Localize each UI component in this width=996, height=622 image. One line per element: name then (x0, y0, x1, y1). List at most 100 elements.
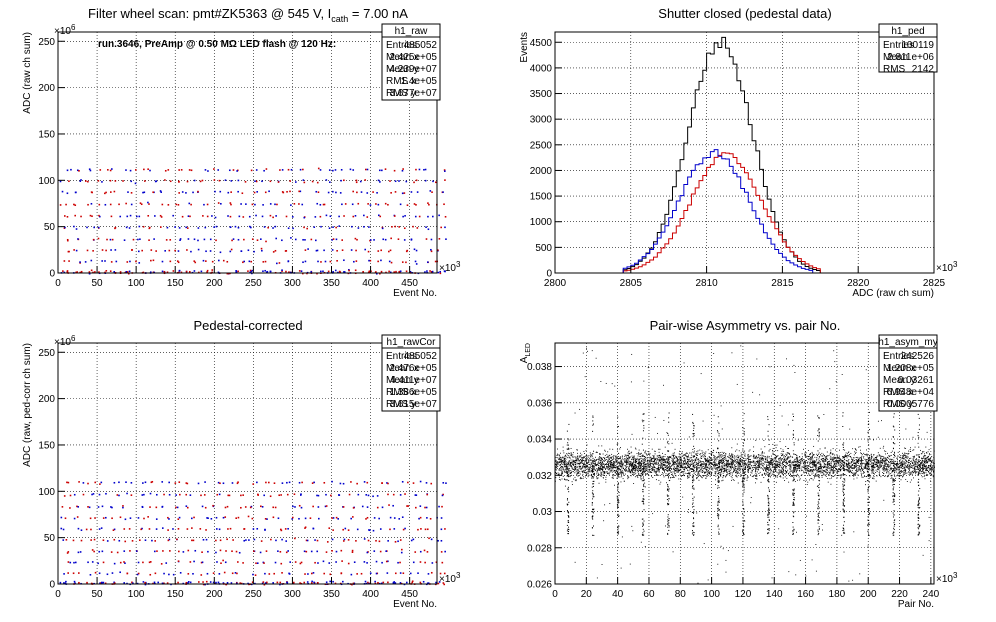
data-point (929, 464, 931, 466)
data-point (597, 477, 599, 479)
data-point (439, 270, 442, 273)
data-point (852, 460, 854, 462)
data-point (754, 474, 756, 476)
data-point (784, 459, 786, 461)
data-point (760, 481, 762, 483)
data-point (781, 469, 783, 471)
data-point (375, 572, 378, 575)
data-point (119, 571, 121, 574)
data-point (785, 456, 787, 458)
data-point (904, 455, 906, 457)
data-point (570, 465, 572, 467)
data-point (904, 457, 906, 459)
data-point (263, 583, 266, 586)
data-point (834, 462, 836, 464)
data-point (576, 458, 578, 460)
data-point (280, 562, 283, 565)
stats-row-value: 4.239e+07 (389, 64, 437, 75)
data-point (420, 528, 422, 530)
data-point (715, 468, 717, 470)
data-point (424, 271, 426, 273)
data-point (579, 478, 581, 480)
data-point (726, 469, 728, 471)
data-point (638, 467, 639, 469)
data-point (866, 467, 868, 469)
data-point (818, 471, 820, 473)
data-point (417, 572, 419, 574)
data-point (892, 454, 894, 455)
data-point (428, 537, 430, 540)
data-point (391, 225, 393, 228)
data-point (406, 505, 408, 507)
data-point (174, 249, 176, 252)
data-point (772, 464, 774, 466)
data-point (747, 460, 749, 462)
data-point (142, 581, 145, 583)
data-point (827, 474, 829, 475)
data-point (922, 460, 924, 462)
data-point (154, 540, 157, 542)
data-point (572, 452, 574, 454)
data-point (872, 462, 873, 464)
data-point (572, 460, 574, 462)
data-point (613, 463, 615, 465)
data-point (836, 470, 838, 472)
data-point (765, 468, 767, 470)
data-point (604, 449, 606, 451)
data-point (895, 467, 897, 469)
data-point (885, 453, 887, 455)
data-point (658, 460, 660, 461)
data-point (310, 271, 313, 273)
data-point (894, 479, 896, 481)
data-point (905, 455, 907, 457)
data-point (841, 468, 843, 470)
data-point (766, 468, 767, 470)
data-point (243, 260, 245, 263)
data-point (817, 470, 819, 472)
data-point (319, 169, 322, 171)
data-point (216, 561, 218, 563)
data-point (883, 470, 885, 472)
data-point (750, 461, 752, 463)
data-point (612, 467, 614, 469)
data-point (664, 466, 666, 468)
data-point (696, 468, 698, 470)
x-multiplier: ×103 (439, 260, 461, 274)
data-point (609, 461, 611, 463)
data-point (633, 473, 635, 475)
data-point (387, 560, 389, 563)
data-point (67, 551, 70, 553)
data-point (185, 226, 187, 229)
data-point (683, 457, 685, 458)
data-point (398, 226, 400, 228)
data-point (883, 445, 885, 447)
data-point (704, 467, 706, 469)
data-point (564, 469, 566, 471)
data-point (574, 468, 576, 470)
data-point (633, 471, 635, 473)
data-point (192, 191, 194, 194)
data-point (747, 476, 749, 478)
data-point (114, 249, 117, 251)
data-point (415, 494, 418, 496)
data-point (585, 458, 587, 459)
data-point (430, 271, 433, 273)
data-point (266, 518, 268, 520)
data-point (569, 454, 571, 456)
data-point (392, 504, 394, 507)
data-point (693, 456, 695, 458)
data-point (224, 561, 227, 564)
data-point (671, 474, 672, 476)
data-point (324, 260, 327, 263)
data-point (430, 250, 433, 253)
data-point (568, 460, 570, 462)
data-point (723, 453, 724, 455)
data-point (820, 459, 822, 461)
data-point (256, 191, 258, 193)
data-point (879, 447, 881, 449)
data-point (291, 516, 294, 519)
data-point (378, 214, 380, 217)
data-point (689, 465, 691, 467)
y-tick-label: 50 (44, 533, 56, 544)
data-point (405, 261, 407, 264)
